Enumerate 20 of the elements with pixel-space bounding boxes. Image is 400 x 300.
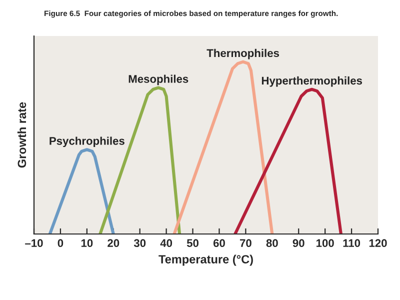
x-tick-label: –10 xyxy=(25,239,43,248)
x-axis-title: Temperature (°C) xyxy=(158,254,253,266)
series-label: Hyperthermophiles xyxy=(262,76,362,87)
x-tick-label: 10 xyxy=(81,239,93,248)
x-tick-label: 100 xyxy=(316,239,334,248)
x-tick-label: 80 xyxy=(266,239,278,248)
x-tick-label: 60 xyxy=(213,239,225,248)
x-tick-label: 40 xyxy=(160,239,172,248)
series-label: Thermophiles xyxy=(206,48,280,60)
x-tick-label: 20 xyxy=(108,239,120,248)
series-label: Mesophiles xyxy=(128,74,188,86)
x-tick-label: 120 xyxy=(369,239,387,248)
x-tick-label: 110 xyxy=(343,239,360,248)
x-tick-label: 50 xyxy=(186,239,198,248)
series-label: Psychrophiles xyxy=(50,136,124,148)
x-tick-label: 90 xyxy=(292,239,304,248)
y-axis-title: Growth rate xyxy=(17,102,26,168)
x-tick-label: 0 xyxy=(58,239,64,248)
x-tick-label: 30 xyxy=(134,239,146,248)
x-tick-label: 70 xyxy=(240,239,252,248)
